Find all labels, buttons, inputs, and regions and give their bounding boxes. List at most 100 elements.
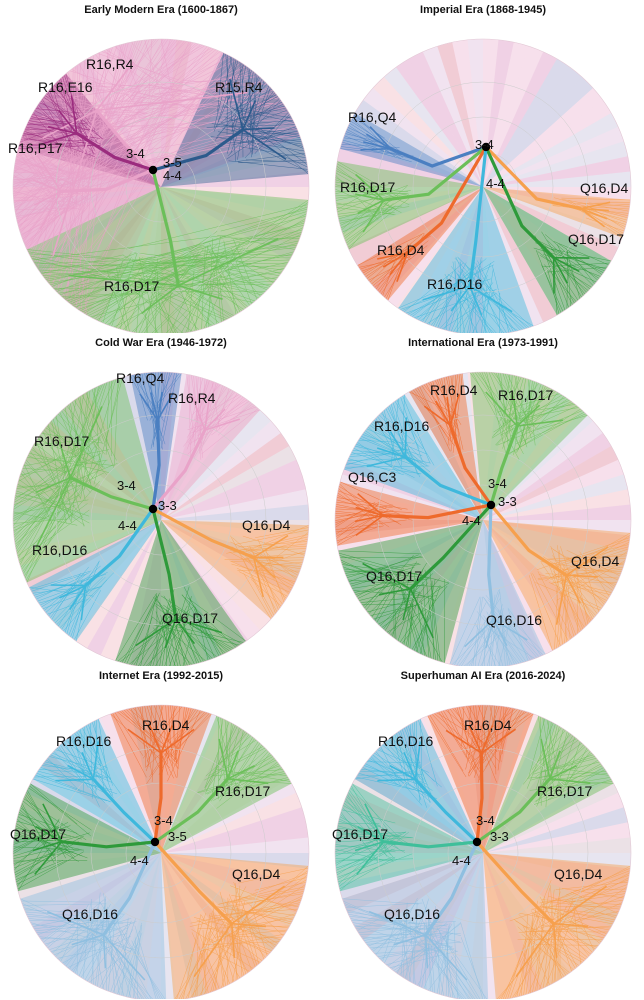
leaf-line [466, 705, 497, 783]
cluster-label: R16,R4 [86, 56, 134, 72]
minor-branch-wedge [483, 375, 529, 520]
leaf-line [113, 287, 192, 328]
leaf-line [86, 378, 117, 484]
leaf-line [151, 616, 206, 662]
leaf-line [565, 919, 606, 937]
panel-title: Internet Era (1992-2015) [98, 670, 224, 682]
minor-branch-wedge [100, 712, 161, 853]
leaf-line [74, 268, 233, 308]
leaf-line [54, 416, 107, 475]
minor-branch-wedge [161, 187, 306, 233]
leaf-line [561, 197, 631, 201]
minor-branch-wedge [161, 113, 297, 187]
leaf-line [148, 85, 287, 110]
leaf-line [404, 909, 472, 999]
leaf-line [206, 119, 294, 128]
leaf-line [434, 713, 483, 755]
sub-branch [80, 585, 87, 621]
leaf-line [347, 458, 399, 461]
minor-branch-wedge [161, 807, 306, 853]
leaf-line [13, 106, 199, 185]
leaf-line [448, 286, 463, 332]
cluster-wedge [335, 161, 483, 250]
sub-branch [464, 618, 495, 648]
sub-branch [469, 285, 483, 316]
minor-branch-wedge [483, 754, 603, 853]
node-label: 4-4 [118, 518, 137, 533]
cluster-label: R16,D4 [142, 717, 190, 733]
sub-branch [382, 251, 408, 268]
leaf-line [26, 249, 197, 267]
minor-branch-wedge [483, 187, 628, 233]
leaf-line [13, 176, 82, 190]
leaf-line [17, 151, 67, 214]
leaf-line [361, 254, 410, 272]
main-branch [382, 145, 488, 202]
leaf-line [435, 269, 464, 328]
leaf-line [493, 608, 504, 666]
leaf-line [13, 174, 56, 217]
leaf-line [142, 706, 147, 768]
leaf-line [220, 208, 308, 232]
leaf-line [62, 100, 282, 168]
leaf-line [430, 266, 477, 326]
leaf-line [518, 914, 574, 971]
leaf-line [425, 927, 456, 999]
sub-branch [553, 922, 588, 928]
minor-branch-wedge [20, 126, 162, 187]
leaf-line [428, 909, 436, 993]
leaf-line [359, 933, 461, 936]
leaf-line [13, 518, 67, 524]
sub-branch [178, 284, 223, 300]
minor-branch-wedge [342, 520, 483, 581]
tree-panel: R16,D4 R16,D17 R16,D16 Q16,C3 Q16,D4 Q16,D17 Q… [322, 333, 644, 666]
leaf-line [76, 731, 121, 794]
leaf-line [237, 570, 300, 572]
leaf-line [335, 825, 381, 841]
main-branch [405, 145, 488, 255]
minor-branch-wedge [16, 520, 162, 566]
tree-outline [334, 371, 632, 666]
sub-branch [191, 395, 206, 431]
sub-branch [363, 141, 391, 150]
leaf-line [521, 949, 542, 990]
leaf-line [25, 459, 100, 581]
sub-branch [139, 393, 159, 421]
radial-tree: R16,R4 R16,E16 R15,R4 R16,P17 R16,D17 3-4 3-54… [8, 38, 310, 333]
minor-branch-wedge [483, 459, 624, 520]
leaf-line [37, 586, 76, 602]
leaf-line [546, 555, 627, 560]
sub-branch [231, 885, 286, 925]
leaf-line [335, 177, 402, 214]
leaf-line [335, 846, 388, 871]
leaf-line [477, 591, 500, 666]
leaf-line [534, 763, 602, 802]
leaf-line [63, 741, 97, 795]
leaf-line [119, 44, 140, 93]
minor-branch-wedge [483, 853, 499, 999]
minor-branch-wedge [41, 754, 161, 853]
radial-tree: R16,D4 R16,D17 R16,D16 Q16,C3 Q16,D4 Q16,D17 Q… [334, 371, 632, 666]
minor-branch-wedge [483, 58, 570, 187]
leaf-line [63, 909, 117, 965]
tree-panel: R16,D16 R16,D4 R16,D17 Q16,D17 Q16,D4 Q16,D16… [0, 666, 322, 999]
leaf-line [170, 705, 178, 769]
minor-branch-wedge [25, 779, 161, 853]
leaf-line [342, 898, 419, 905]
leaf-line [407, 285, 458, 315]
sub-branch [356, 841, 385, 875]
leaf-line [189, 911, 251, 999]
leaf-line [199, 399, 248, 431]
leaf-line [348, 124, 396, 157]
leaf-line [16, 860, 68, 885]
leaf-line [570, 891, 619, 914]
leaf-line [152, 263, 225, 333]
leaf-line [338, 485, 402, 526]
leaf-line [223, 240, 237, 315]
leaf-line [80, 385, 99, 500]
leaf-line [445, 376, 464, 450]
sub-branch [160, 725, 173, 754]
cluster-label: R16,Q4 [348, 109, 396, 125]
leaf-line [72, 66, 76, 180]
minor-branch-wedge [32, 187, 161, 274]
